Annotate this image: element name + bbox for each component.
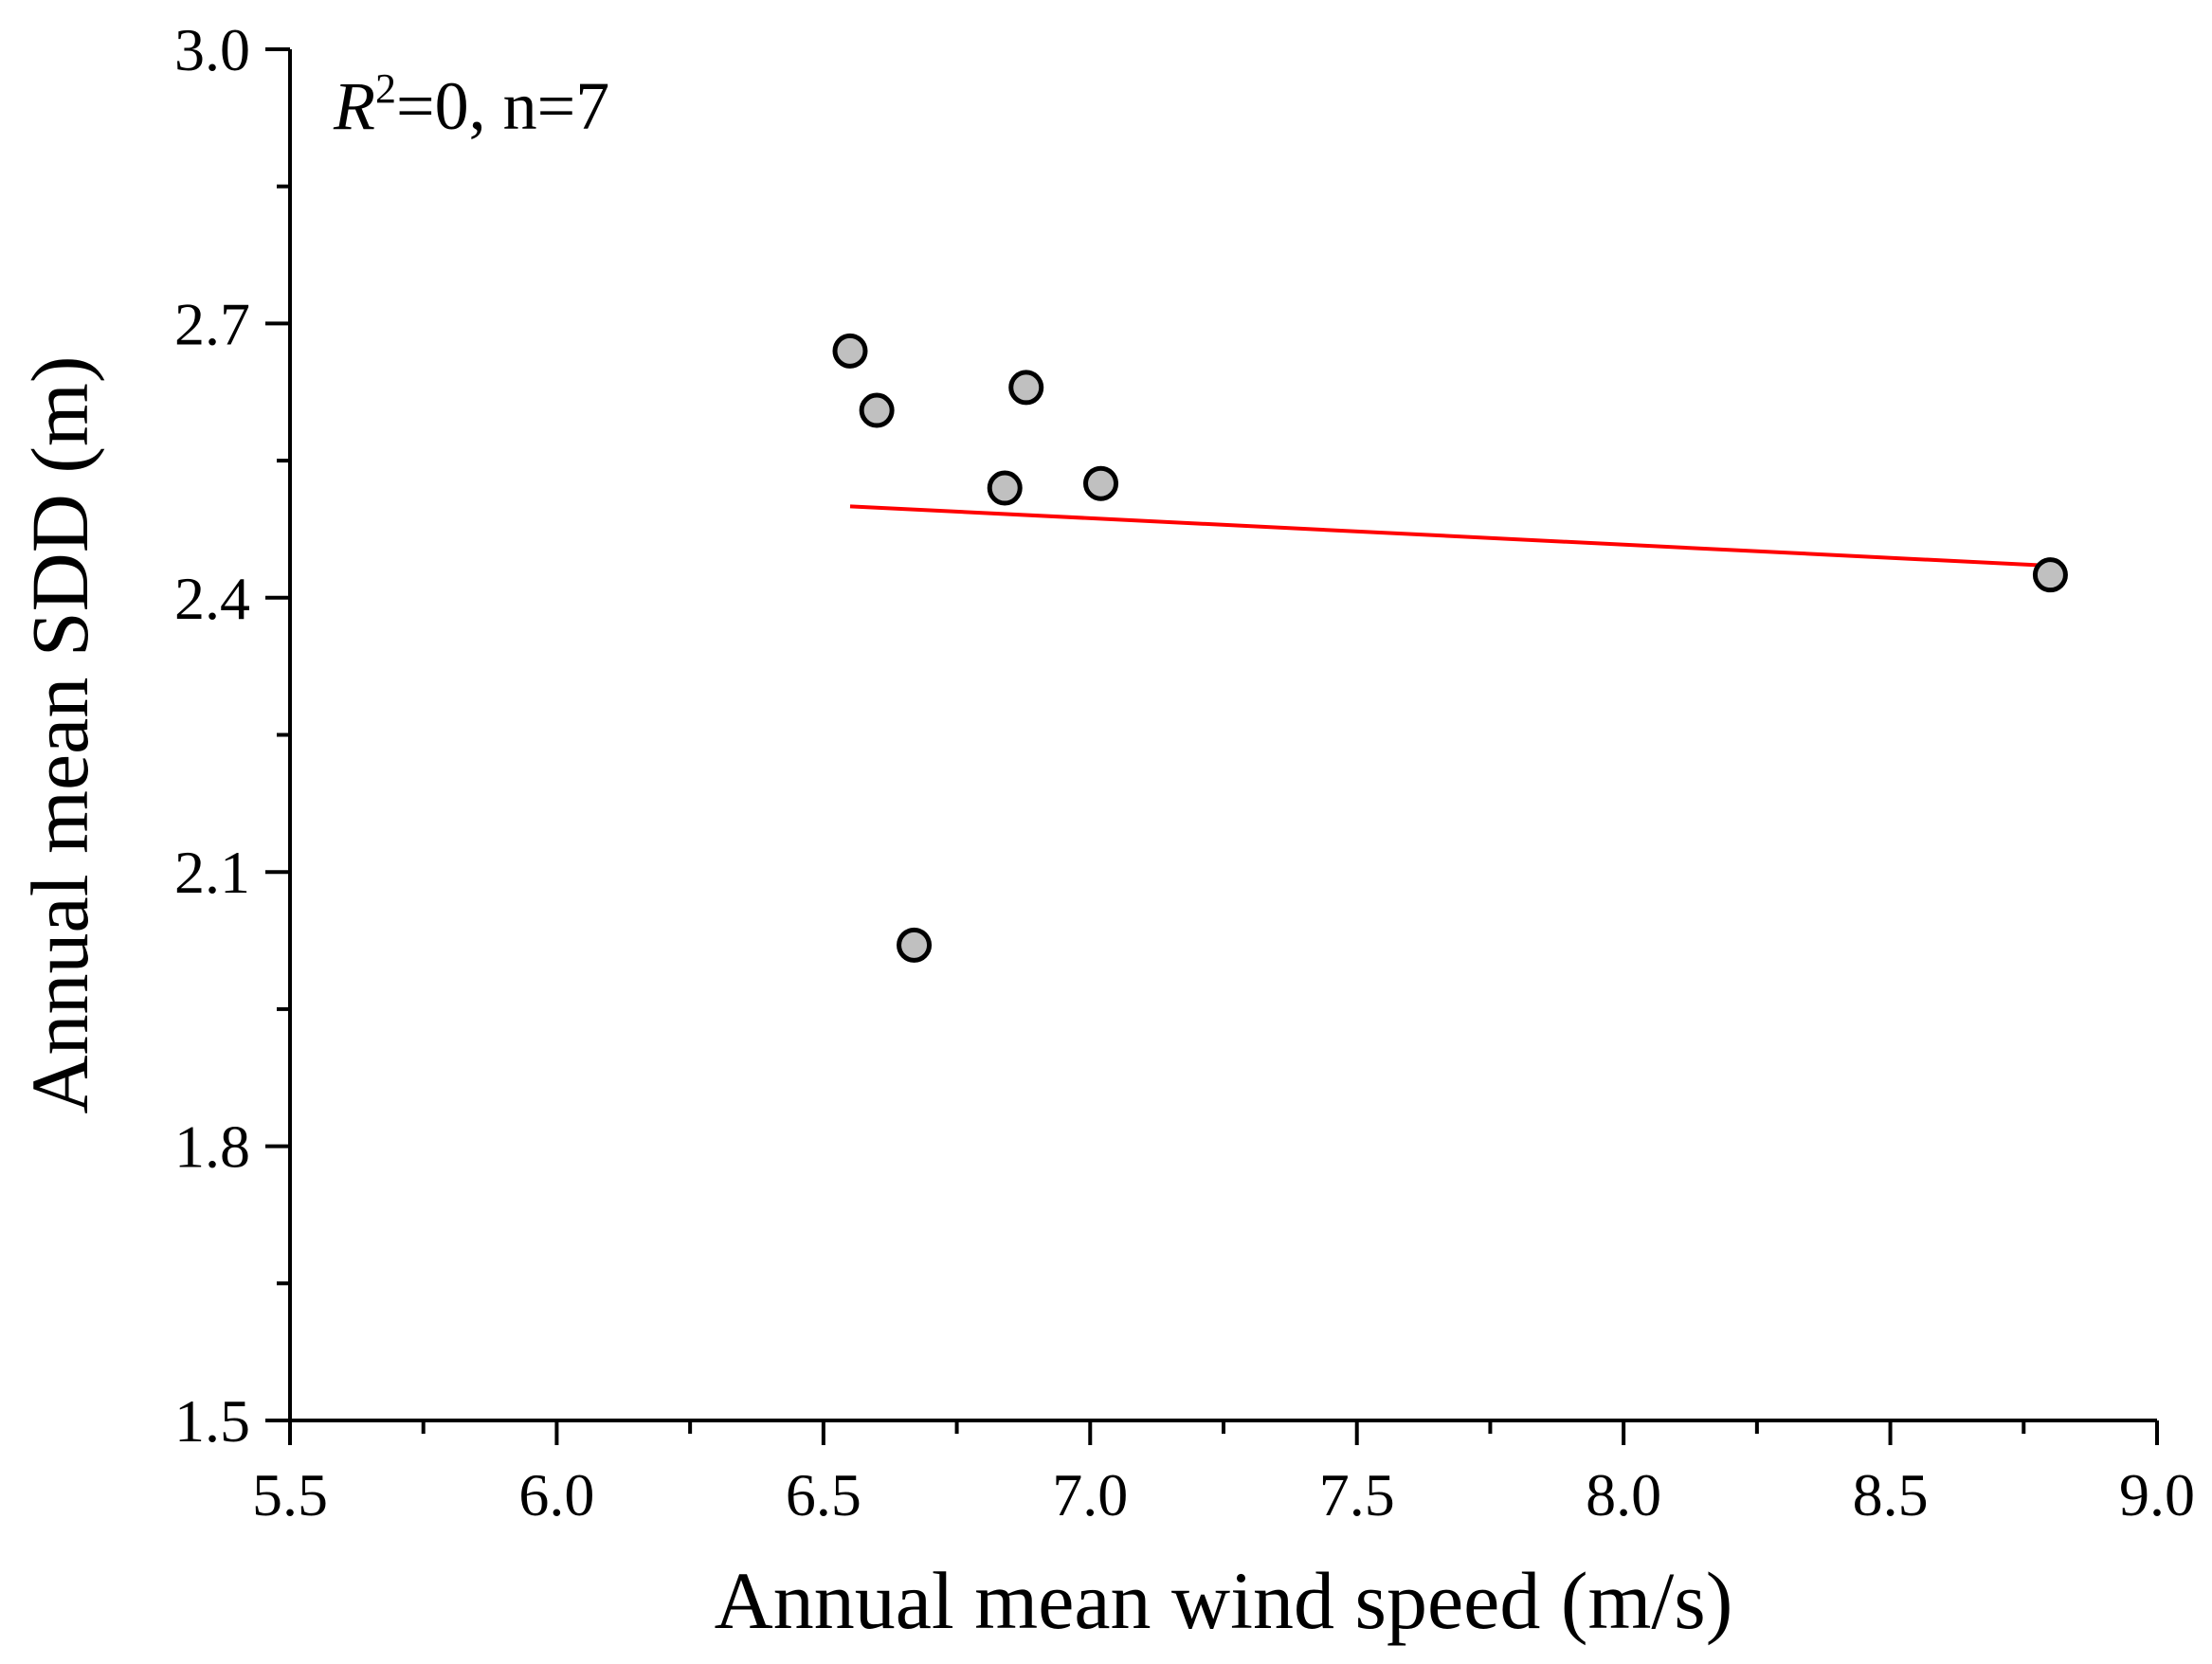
data-points — [832, 333, 2068, 963]
y-tick-label: 2.1 — [174, 839, 250, 906]
r-symbol: R — [333, 68, 375, 144]
stats-annotation: R2=0, n=7 — [333, 65, 609, 144]
y-tick-label: 2.4 — [174, 565, 250, 632]
axes — [288, 49, 2157, 1422]
x-tick-label: 8.5 — [1853, 1461, 1929, 1528]
ticks: 5.5 6.0 6.5 7.0 7.5 8.0 8.5 9.0 1.5 1.8 2.1 2.4 2.7 3… — [174, 16, 2195, 1528]
y-tick-label: 1.8 — [174, 1113, 250, 1181]
r-exponent: 2 — [375, 65, 396, 112]
x-tick-label: 9.0 — [2119, 1461, 2195, 1528]
x-tick-label: 7.5 — [1319, 1461, 1395, 1528]
data-point — [1008, 370, 1044, 406]
x-axis-title: Annual mean wind speed (m/s) — [715, 1555, 1733, 1646]
data-point — [2032, 557, 2068, 593]
x-tick-label: 6.0 — [518, 1461, 594, 1528]
x-tick-label: 6.5 — [786, 1461, 861, 1528]
fit-line-layer — [849, 504, 2051, 569]
data-point — [897, 927, 933, 963]
data-point — [987, 470, 1023, 506]
data-point — [859, 392, 895, 428]
x-tick-label: 7.0 — [1052, 1461, 1128, 1528]
annotation-rest: =0, n=7 — [396, 68, 609, 144]
x-tick-label: 5.5 — [252, 1461, 328, 1528]
x-tick-label: 8.0 — [1586, 1461, 1661, 1528]
regression-line — [849, 504, 2051, 569]
data-point — [1083, 465, 1119, 501]
y-tick-label: 2.7 — [174, 290, 250, 357]
y-tick-label: 1.5 — [174, 1387, 250, 1455]
data-point — [832, 333, 868, 369]
y-axis-title: Annual mean SDD (m) — [14, 355, 105, 1113]
y-tick-label: 3.0 — [174, 16, 250, 83]
r-squared-annotation: R2=0, n=7 — [333, 65, 609, 144]
axis-titles: Annual mean wind speed (m/s) Annual mean… — [14, 355, 1732, 1646]
